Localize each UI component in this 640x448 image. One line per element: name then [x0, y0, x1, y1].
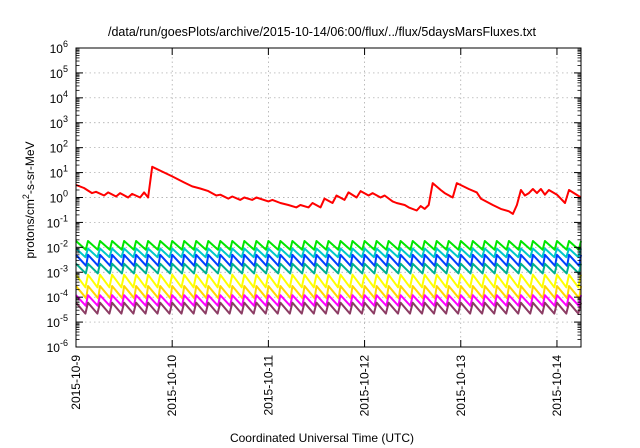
- y-tick-label: 10-2: [47, 238, 68, 255]
- y-tick-label: 10-4: [47, 288, 68, 305]
- x-tick-label: 2015-10-10: [165, 355, 179, 417]
- y-tick-label: 103: [50, 114, 68, 131]
- y-tick-label: 10-3: [47, 263, 68, 280]
- y-tick-base: 10: [50, 42, 64, 56]
- y-axis-ticks: 10610510410310210110010-110-210-310-410-…: [47, 39, 581, 355]
- y-tick-base: 10: [47, 216, 61, 230]
- y-tick-base: 10: [50, 92, 64, 106]
- y-tick-base: 10: [47, 266, 61, 280]
- y-tick-label: 101: [50, 164, 68, 181]
- y-tick-label: 102: [50, 139, 68, 156]
- series-line: [75, 301, 582, 315]
- y-tick-exp: 5: [63, 64, 68, 74]
- x-tick-label: 2015-10-12: [358, 355, 372, 417]
- y-tick-exp: -1: [60, 213, 68, 223]
- y-tick-exp: -2: [60, 238, 68, 248]
- y-tick-exp: 1: [63, 164, 68, 174]
- y-tick-base: 10: [47, 341, 61, 355]
- y-tick-base: 10: [50, 67, 64, 81]
- y-tick-exp: -4: [60, 288, 68, 298]
- y-tick-exp: -3: [60, 263, 68, 273]
- series-line: [75, 247, 582, 259]
- x-axis-ticks: 2015-10-9 2015-10-10 2015-10-11 2015-10-12 2…: [69, 48, 564, 416]
- y-tick-label: 106: [50, 39, 68, 56]
- series-line: [75, 253, 582, 267]
- y-tick-exp: 6: [63, 39, 68, 49]
- y-tick-base: 10: [47, 316, 61, 330]
- series-line: [75, 285, 582, 300]
- y-tick-exp: -6: [60, 338, 68, 348]
- y-tick-base: 10: [50, 167, 64, 181]
- y-tick-exp: 3: [63, 114, 68, 124]
- y-tick-base: 10: [50, 192, 64, 206]
- y-tick-exp: 0: [63, 189, 68, 199]
- y-tick-base: 10: [50, 117, 64, 131]
- series-line: [75, 165, 582, 215]
- y-axis-label-prefix: protons/cm: [23, 199, 37, 258]
- series-line: [75, 294, 582, 307]
- series-line: [75, 262, 582, 275]
- chart-title: /data/run/goesPlots/archive/2015-10-14/0…: [108, 25, 537, 39]
- x-tick-label: 2015-10-14: [550, 355, 564, 417]
- x-axis-label: Coordinated Universal Time (UTC): [230, 431, 414, 445]
- y-tick-base: 10: [50, 142, 64, 156]
- series-line: [75, 273, 582, 289]
- y-tick-exp: -5: [60, 313, 68, 323]
- x-tick-label: 2015-10-11: [261, 355, 275, 416]
- y-axis-label-suffix: -s-sr-MeV: [23, 141, 37, 194]
- y-tick-label: 104: [50, 89, 68, 106]
- y-tick-label: 10-5: [47, 313, 68, 330]
- series-line: [75, 240, 582, 251]
- x-tick-label: 2015-10-13: [454, 355, 468, 417]
- y-tick-label: 105: [50, 64, 68, 81]
- y-tick-base: 10: [47, 241, 61, 255]
- y-tick-base: 10: [47, 291, 61, 305]
- x-tick-label: 2015-10-9: [69, 355, 83, 410]
- y-axis-label-sup: 2: [21, 194, 31, 199]
- y-axis-label: protons/cm2-s-sr-MeV: [21, 141, 37, 258]
- series-lines: [75, 165, 582, 315]
- y-tick-label: 10-6: [47, 338, 68, 355]
- y-tick-label: 100: [50, 189, 68, 206]
- y-tick-exp: 4: [63, 89, 68, 99]
- y-tick-label: 10-1: [47, 213, 68, 230]
- y-tick-exp: 2: [63, 139, 68, 149]
